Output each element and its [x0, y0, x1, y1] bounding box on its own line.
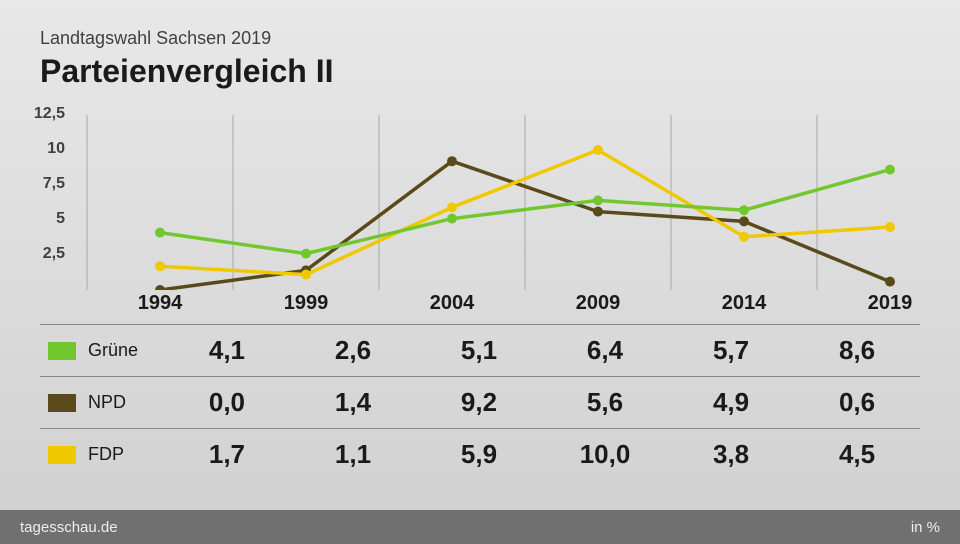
y-tick-label: 7,5 — [25, 175, 65, 193]
data-cell: 3,8 — [668, 439, 794, 470]
x-tick-label: 1999 — [276, 292, 336, 315]
data-cell: 5,6 — [542, 387, 668, 418]
y-tick-label: 2,5 — [25, 245, 65, 263]
data-cell: 2,6 — [290, 335, 416, 366]
x-tick-label: 2014 — [714, 292, 774, 315]
data-cell: 4,5 — [794, 439, 920, 470]
data-cell: 0,0 — [164, 387, 290, 418]
data-table: Grüne4,12,65,16,45,78,6NPD0,01,49,25,64,… — [40, 324, 920, 480]
legend-label: NPD — [76, 392, 164, 413]
table-row: Grüne4,12,65,16,45,78,6 — [40, 324, 920, 376]
footer: tagesschau.de in % — [0, 510, 960, 544]
legend-swatch — [48, 446, 76, 464]
data-cell: 9,2 — [416, 387, 542, 418]
data-cell: 4,9 — [668, 387, 794, 418]
legend-label: FDP — [76, 444, 164, 465]
unit-label: in % — [911, 519, 940, 536]
header: Landtagswahl Sachsen 2019 Parteienvergle… — [0, 0, 960, 100]
legend-swatch — [48, 394, 76, 412]
data-cell: 6,4 — [542, 335, 668, 366]
x-tick-label: 1994 — [130, 292, 190, 315]
y-tick-label: 5 — [25, 210, 65, 228]
legend-label: Grüne — [76, 340, 164, 361]
data-cell: 10,0 — [542, 439, 668, 470]
data-cell: 1,7 — [164, 439, 290, 470]
source-label: tagesschau.de — [20, 519, 118, 536]
subtitle: Landtagswahl Sachsen 2019 — [40, 28, 920, 49]
line-chart — [70, 115, 920, 290]
x-tick-label: 2009 — [568, 292, 628, 315]
legend-swatch — [48, 342, 76, 360]
y-tick-label: 10 — [25, 140, 65, 158]
table-row: FDP1,71,15,910,03,84,5 — [40, 428, 920, 480]
data-cell: 5,1 — [416, 335, 542, 366]
data-cell: 1,1 — [290, 439, 416, 470]
data-cell: 4,1 — [164, 335, 290, 366]
data-cell: 8,6 — [794, 335, 920, 366]
x-tick-label: 2019 — [860, 292, 920, 315]
table-row: NPD0,01,49,25,64,90,6 — [40, 376, 920, 428]
chart-svg — [70, 115, 920, 290]
page-title: Parteienvergleich II — [40, 53, 920, 90]
data-cell: 0,6 — [794, 387, 920, 418]
data-cell: 5,9 — [416, 439, 542, 470]
data-cell: 5,7 — [668, 335, 794, 366]
data-cell: 1,4 — [290, 387, 416, 418]
y-tick-label: 12,5 — [25, 105, 65, 123]
x-tick-label: 2004 — [422, 292, 482, 315]
